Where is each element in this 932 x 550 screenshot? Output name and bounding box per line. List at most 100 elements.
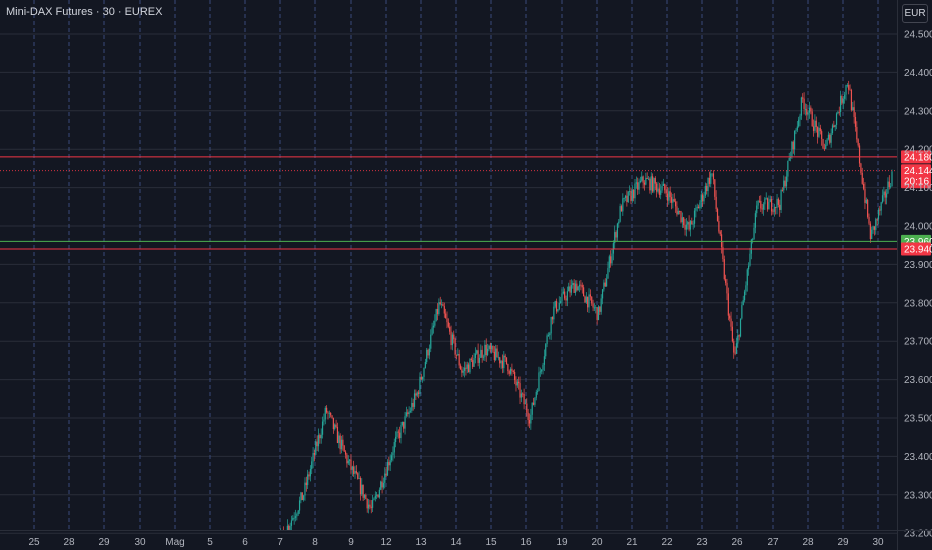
level-tag[interactable] (901, 150, 931, 164)
candle-body (688, 222, 690, 230)
candle-body (743, 291, 746, 301)
candle-body (887, 181, 889, 194)
x-tick-label: 30 (872, 537, 884, 548)
candle-body (620, 206, 623, 212)
candle-body (459, 365, 462, 370)
candle-body (455, 354, 458, 356)
candle-body (560, 301, 562, 303)
candle-body (581, 285, 583, 288)
candle-body (561, 293, 563, 302)
candle-body (458, 354, 460, 366)
candle-body (535, 391, 537, 398)
candle-body (766, 198, 769, 210)
candle-body (614, 232, 616, 244)
candle-body (576, 283, 578, 291)
candle-body (769, 199, 771, 202)
candle-body (289, 525, 291, 530)
candle-body (829, 134, 831, 143)
candle-body (476, 350, 478, 354)
candle-body (877, 209, 880, 220)
candle-body (491, 345, 493, 350)
y-tick-label: 23.700 (904, 337, 932, 348)
candle-body (666, 193, 669, 201)
x-tick-label: 30 (134, 537, 146, 548)
candle-body (662, 183, 665, 186)
candle-body (780, 189, 782, 210)
candle-body (300, 492, 302, 501)
candle-body (825, 144, 827, 149)
x-tick-label: 26 (731, 537, 743, 548)
y-tick-label: 23.400 (904, 452, 932, 463)
x-tick-label: 29 (837, 537, 849, 548)
candle-body (814, 120, 816, 131)
candle-body (367, 504, 370, 509)
candle-body (840, 95, 842, 112)
candle-body (397, 431, 399, 433)
candle-body (595, 307, 597, 309)
candle-body (665, 190, 667, 194)
candle-body (588, 294, 590, 308)
candle-body (474, 353, 476, 359)
candle-body (492, 345, 494, 352)
candle-body (884, 191, 886, 198)
candle-body (339, 435, 341, 450)
y-tick-label: 23.900 (904, 260, 932, 271)
candle-body (407, 412, 409, 415)
x-tick-label: 19 (556, 537, 568, 548)
candle-body (844, 94, 846, 99)
candle-body (321, 421, 324, 435)
candle-body (501, 360, 504, 369)
currency-button[interactable]: EUR (902, 4, 928, 23)
candle-body (626, 195, 628, 203)
candle-body (760, 200, 762, 209)
last-price-tag[interactable] (901, 164, 931, 189)
candle-body (758, 200, 761, 202)
y-tick-label: 24.000 (904, 222, 932, 233)
candle-body (512, 371, 514, 373)
candle-body (872, 226, 874, 230)
level-tag[interactable] (901, 242, 931, 256)
price-axis[interactable]: 24.500 24.400 24.300 24.200 24.100 24.000 23.9… (897, 0, 932, 550)
candle-body (473, 358, 475, 367)
time-axis[interactable]: 25 28 29 30 Mag 5 6 7 8 9 12 13 14 15 16 19 20 21 22 23 26 27… (0, 530, 932, 549)
candle-body (522, 393, 524, 395)
candle-body (354, 471, 356, 474)
candle-body (630, 191, 632, 202)
candle-body (633, 189, 635, 199)
candle-body (518, 381, 520, 384)
candle-body (331, 415, 333, 418)
candle-body (606, 278, 608, 287)
candle-body (822, 138, 824, 149)
candle-body (497, 357, 499, 359)
candle-body (290, 520, 293, 526)
candle-body (826, 139, 828, 145)
candle-body (674, 201, 677, 207)
candle-body (869, 223, 871, 240)
candle-body (447, 322, 449, 327)
candle-body (351, 466, 353, 470)
candle-body (880, 202, 882, 211)
candle-body (600, 298, 602, 312)
candle-body (752, 239, 754, 241)
y-tick-label: 23.600 (904, 375, 932, 386)
candle-body (585, 296, 587, 303)
candle-body (450, 331, 452, 346)
candle-body (435, 309, 437, 321)
candle-body (527, 412, 529, 420)
candle-body (384, 473, 386, 483)
candle-body (431, 327, 433, 335)
candle-body (660, 190, 662, 195)
candle-body (689, 221, 692, 230)
candle-body (798, 119, 800, 127)
candle-body (587, 296, 589, 308)
candle-body (734, 352, 736, 354)
candle-body (461, 369, 463, 373)
y-tick-label: 23.200 (904, 529, 932, 540)
candle-body (355, 471, 357, 474)
candle-body (835, 113, 838, 125)
candle-body (857, 139, 859, 146)
candle-body (664, 183, 666, 191)
candle-body (765, 198, 767, 200)
